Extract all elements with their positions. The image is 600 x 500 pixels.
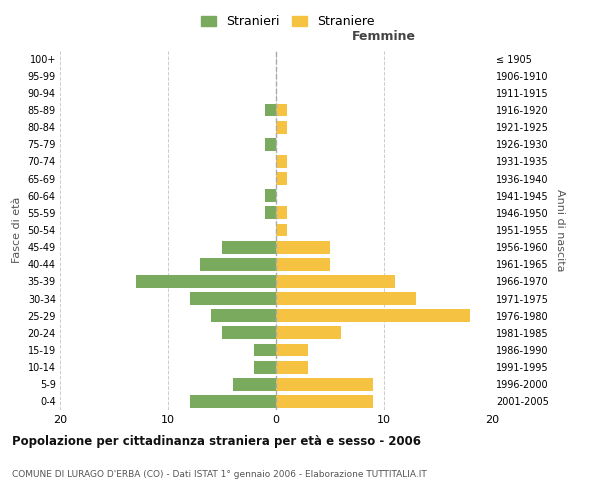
Y-axis label: Anni di nascita: Anni di nascita (554, 188, 565, 271)
Bar (265, 104, 276, 117)
Bar (190, 292, 276, 305)
Bar (276, 224, 287, 236)
Bar (276, 310, 470, 322)
Bar (211, 310, 276, 322)
Bar (276, 240, 330, 254)
Text: Femmine: Femmine (352, 30, 416, 43)
Legend: Stranieri, Straniere: Stranieri, Straniere (196, 10, 380, 33)
Bar (276, 344, 308, 356)
Text: COMUNE DI LURAGO D'ERBA (CO) - Dati ISTAT 1° gennaio 2006 - Elaborazione TUTTITA: COMUNE DI LURAGO D'ERBA (CO) - Dati ISTA… (12, 470, 427, 479)
Bar (276, 206, 287, 220)
Y-axis label: Fasce di età: Fasce di età (12, 197, 22, 263)
Bar (276, 395, 373, 408)
Bar (265, 190, 276, 202)
Bar (200, 258, 276, 270)
Bar (222, 240, 276, 254)
Bar (276, 292, 416, 305)
Bar (276, 172, 287, 185)
Text: Popolazione per cittadinanza straniera per età e sesso - 2006: Popolazione per cittadinanza straniera p… (12, 435, 421, 448)
Bar (265, 138, 276, 150)
Bar (276, 155, 287, 168)
Bar (254, 360, 276, 374)
Bar (265, 206, 276, 220)
Bar (233, 378, 276, 390)
Bar (276, 378, 373, 390)
Bar (136, 275, 276, 288)
Bar (276, 275, 395, 288)
Bar (222, 326, 276, 340)
Bar (276, 120, 287, 134)
Bar (276, 258, 330, 270)
Bar (190, 395, 276, 408)
Bar (276, 326, 341, 340)
Bar (254, 344, 276, 356)
Bar (276, 360, 308, 374)
Bar (276, 104, 287, 117)
